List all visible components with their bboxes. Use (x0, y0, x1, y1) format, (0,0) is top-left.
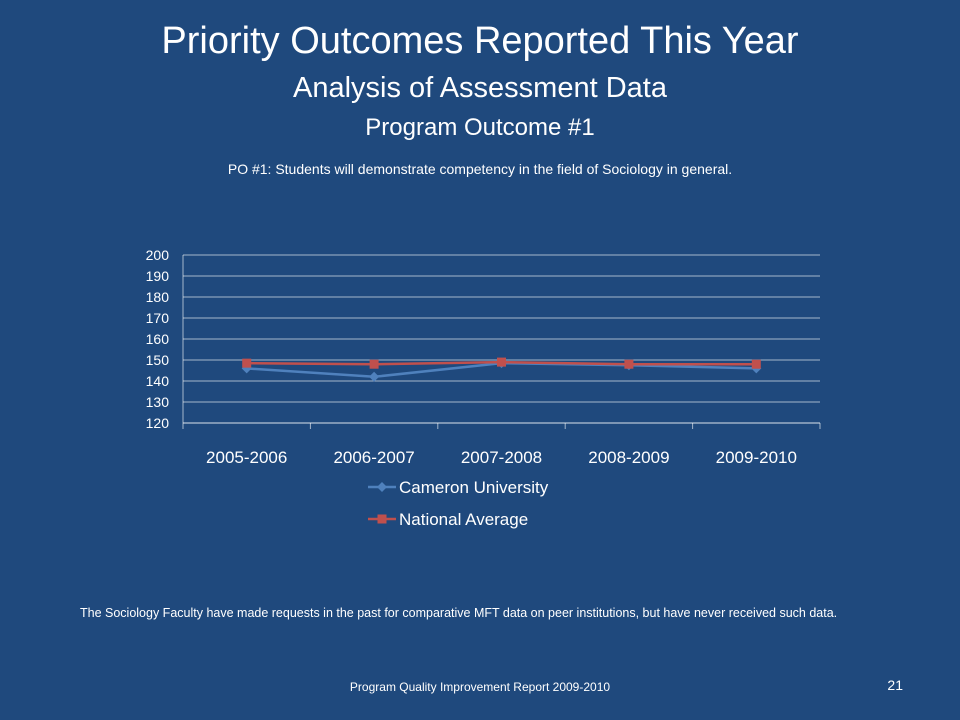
outcome-statement: PO #1: Students will demonstrate compete… (227, 161, 733, 177)
data-point-national (242, 358, 252, 368)
y-tick-label: 130 (146, 394, 170, 410)
legend-marker (377, 482, 387, 492)
data-point-cameron (369, 371, 380, 382)
x-tick-label: 2007-2008 (461, 448, 542, 467)
section-heading: Program Outcome #1 (365, 114, 595, 141)
faculty-note: The Sociology Faculty have made requests… (80, 606, 838, 620)
y-tick-label: 140 (146, 373, 170, 389)
x-tick-label: 2008-2009 (588, 448, 669, 467)
y-tick-label: 150 (146, 352, 170, 368)
slide-subtitle: Analysis of Assessment Data (293, 72, 667, 104)
line-chart: 120 130 140 150 160 170 180 190 200 2005-2006 2006… (146, 247, 821, 529)
legend-marker (377, 514, 387, 524)
x-tick-label: 2009-2010 (716, 448, 797, 467)
page-number: 21 (887, 677, 903, 693)
legend-label: National Average (399, 510, 528, 529)
footer-text: Program Quality Improvement Report 2009-… (349, 680, 611, 694)
slide-title: Priority Outcomes Reported This Year (161, 20, 799, 62)
data-point-national (751, 359, 761, 369)
data-point-national (369, 359, 379, 369)
data-point-national (624, 359, 634, 369)
y-tick-label: 180 (146, 289, 170, 305)
y-tick-label: 160 (146, 331, 170, 347)
x-tick-label: 2005-2006 (206, 448, 287, 467)
y-tick-label: 200 (146, 247, 170, 263)
legend-label: Cameron University (399, 478, 549, 497)
y-tick-label: 120 (146, 415, 170, 431)
y-tick-label: 190 (146, 268, 170, 284)
y-tick-label: 170 (146, 310, 170, 326)
x-tick-label: 2006-2007 (333, 448, 414, 467)
data-point-national (497, 357, 506, 367)
